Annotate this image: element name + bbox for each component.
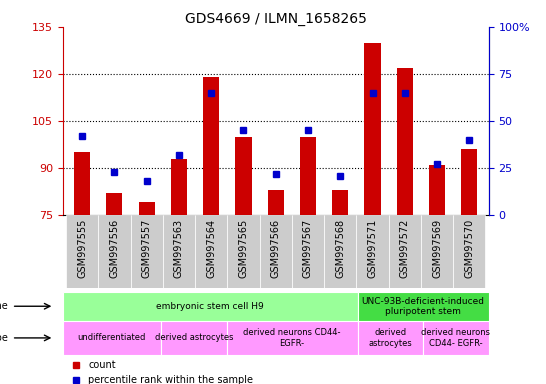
Text: GSM997564: GSM997564: [206, 219, 216, 278]
Bar: [63, 292, 358, 321]
Bar: [130, 215, 163, 288]
Text: cell type: cell type: [0, 333, 8, 343]
Bar: [332, 190, 348, 215]
Text: cell line: cell line: [0, 301, 8, 311]
Bar: [292, 215, 324, 288]
Bar: [358, 292, 489, 321]
Bar: [421, 215, 453, 288]
Text: GSM997568: GSM997568: [335, 219, 345, 278]
Text: derived neurons
CD44- EGFR-: derived neurons CD44- EGFR-: [422, 328, 490, 348]
Bar: [161, 321, 227, 355]
Bar: [66, 215, 98, 288]
Bar: [461, 149, 477, 215]
Text: derived astrocytes: derived astrocytes: [155, 333, 233, 343]
Text: GSM997572: GSM997572: [400, 219, 410, 278]
Text: GSM997557: GSM997557: [141, 219, 152, 278]
Text: derived
astrocytes: derived astrocytes: [369, 328, 412, 348]
Bar: [106, 193, 122, 215]
Bar: [74, 152, 90, 215]
Bar: [203, 77, 219, 215]
Bar: [300, 137, 316, 215]
Bar: [259, 215, 292, 288]
Text: embryonic stem cell H9: embryonic stem cell H9: [156, 302, 264, 311]
Text: GSM997566: GSM997566: [271, 219, 281, 278]
Text: GSM997571: GSM997571: [367, 219, 377, 278]
Text: GSM997567: GSM997567: [303, 219, 313, 278]
Text: GSM997555: GSM997555: [77, 219, 87, 278]
Text: GSM997565: GSM997565: [239, 219, 248, 278]
Text: percentile rank within the sample: percentile rank within the sample: [88, 375, 253, 384]
Bar: [235, 137, 252, 215]
Text: GSM997570: GSM997570: [464, 219, 474, 278]
Text: derived neurons CD44-
EGFR-: derived neurons CD44- EGFR-: [244, 328, 341, 348]
Text: GSM997556: GSM997556: [109, 219, 120, 278]
Bar: [357, 215, 389, 288]
Bar: [171, 159, 187, 215]
Text: GSM997563: GSM997563: [174, 219, 184, 278]
Text: count: count: [88, 360, 116, 370]
Text: GSM997569: GSM997569: [432, 219, 442, 278]
Bar: [63, 321, 161, 355]
Bar: [227, 215, 259, 288]
Bar: [358, 321, 423, 355]
Bar: [268, 190, 284, 215]
Bar: [453, 215, 485, 288]
Bar: [397, 68, 413, 215]
Bar: [195, 215, 227, 288]
Bar: [227, 321, 358, 355]
Bar: [139, 202, 155, 215]
Bar: [163, 215, 195, 288]
Bar: [389, 215, 421, 288]
Bar: [324, 215, 357, 288]
Bar: [98, 215, 130, 288]
Title: GDS4669 / ILMN_1658265: GDS4669 / ILMN_1658265: [185, 12, 367, 26]
Text: undifferentiated: undifferentiated: [78, 333, 146, 343]
Bar: [429, 165, 445, 215]
Bar: [365, 43, 381, 215]
Bar: [423, 321, 489, 355]
Text: UNC-93B-deficient-induced
pluripotent stem: UNC-93B-deficient-induced pluripotent st…: [361, 296, 485, 316]
